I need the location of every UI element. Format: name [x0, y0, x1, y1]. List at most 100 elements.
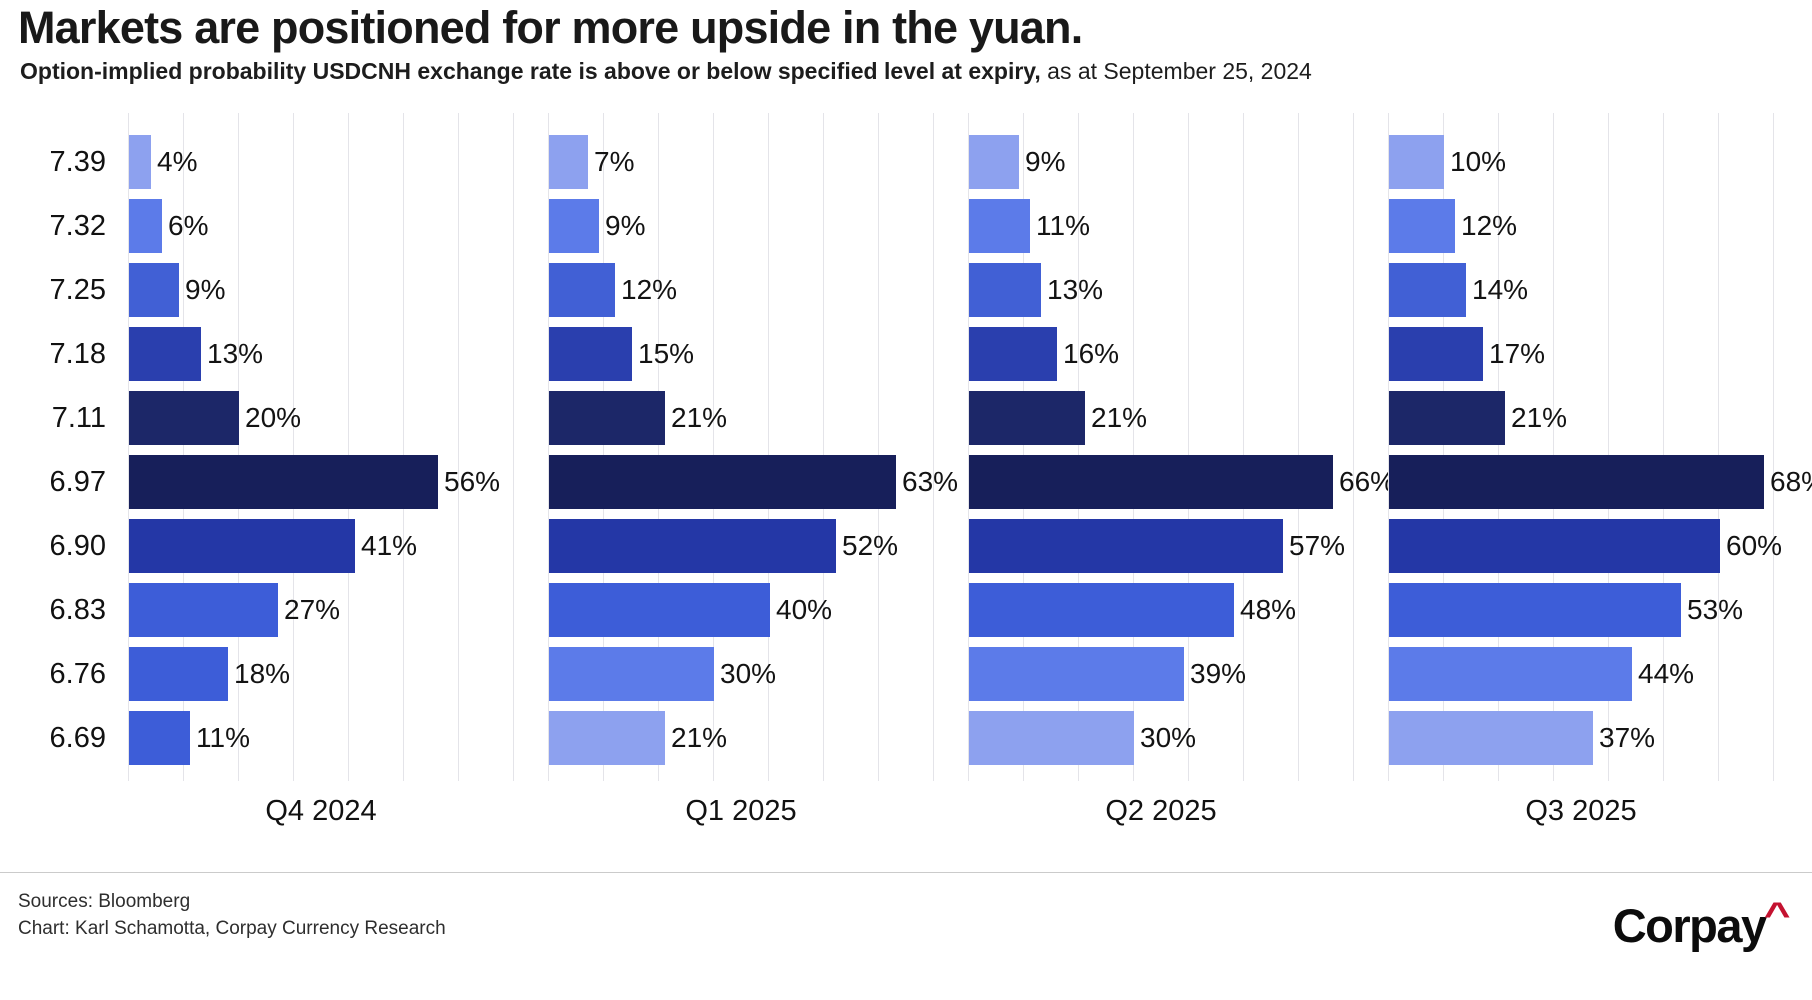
probability-bar [1389, 199, 1455, 253]
probability-bar [969, 711, 1134, 765]
bar-row: 60% [1389, 514, 1808, 578]
bar-row: 13% [969, 258, 1388, 322]
bar-row: 57% [969, 514, 1388, 578]
probability-bar [1389, 327, 1483, 381]
bar-row: 40% [549, 578, 968, 642]
bar-value-label: 10% [1450, 146, 1507, 177]
bar-row: 53% [1389, 578, 1808, 642]
chart-subtitle-main: Option-implied probability USDCNH exchan… [20, 58, 1041, 84]
bar-rows: 7% 9% 12% 15% 21% 63% 52% 40% 30% 21% [549, 130, 968, 770]
bar-value-label: 13% [207, 338, 264, 369]
quarter-panel: 9% 11% 13% 16% 21% 66% 57% 48% 39% 30% Q… [968, 113, 1395, 833]
bar-row: 4% [129, 130, 548, 194]
bar-value-label: 66% [1339, 466, 1396, 497]
bar-row: 10% [1389, 130, 1808, 194]
bar-value-label: 41% [361, 530, 418, 561]
rate-level-label: 7.18 [49, 337, 106, 370]
bar-value-label: 63% [902, 466, 959, 497]
probability-bar [129, 263, 179, 317]
chart-title: Markets are positioned for more upside i… [18, 2, 1083, 53]
bar-row: 17% [1389, 322, 1808, 386]
quarter-label: Q4 2024 [265, 795, 377, 827]
bar-value-label: 21% [1511, 402, 1568, 433]
footer-divider [0, 872, 1812, 873]
probability-bar [129, 327, 201, 381]
bar-row: 13% [129, 322, 548, 386]
bar-row: 18% [129, 642, 548, 706]
probability-bar [969, 647, 1184, 701]
bar-value-label: 11% [196, 722, 250, 753]
quarter-label: Q3 2025 [1525, 795, 1637, 827]
rate-level-label: 6.69 [49, 721, 106, 754]
bar-row: 37% [1389, 706, 1808, 770]
bar-row: 39% [969, 642, 1388, 706]
bar-value-label: 15% [638, 338, 695, 369]
bar-value-label: 13% [1047, 274, 1104, 305]
probability-bar [129, 199, 162, 253]
chart-subtitle-date: as at September 25, 2024 [1040, 58, 1312, 84]
bar-value-label: 12% [621, 274, 678, 305]
bar-row: 41% [129, 514, 548, 578]
rate-level-label: 7.11 [51, 401, 106, 434]
bar-row: 48% [969, 578, 1388, 642]
quarter-panel: 7% 9% 12% 15% 21% 63% 52% 40% 30% 21% Q1… [548, 113, 968, 833]
bar-value-label: 40% [776, 594, 833, 625]
bar-row: 15% [549, 322, 968, 386]
rate-level-label: 7.32 [49, 209, 106, 242]
probability-bar [129, 135, 151, 189]
bar-value-label: 6% [168, 210, 209, 241]
probability-bar [549, 519, 836, 573]
bar-value-label: 9% [1025, 146, 1066, 177]
probability-bar [969, 135, 1019, 189]
probability-bar [969, 519, 1283, 573]
bar-value-label: 21% [671, 722, 728, 753]
bar-row: 56% [129, 450, 548, 514]
bar-row: 20% [129, 386, 548, 450]
bar-value-label: 37% [1599, 722, 1656, 753]
bar-value-label: 60% [1726, 530, 1783, 561]
bar-row: 7% [549, 130, 968, 194]
bar-row: 21% [549, 706, 968, 770]
probability-bar [549, 135, 588, 189]
bar-row: 44% [1389, 642, 1808, 706]
quarter-panel: 10% 12% 14% 17% 21% 68% 60% 53% 44% 37% … [1388, 113, 1812, 833]
bar-value-label: 12% [1461, 210, 1518, 241]
probability-bar [1389, 455, 1764, 509]
bar-row: 9% [129, 258, 548, 322]
bar-value-label: 39% [1190, 658, 1247, 689]
bar-value-label: 7% [594, 146, 635, 177]
bar-value-label: 30% [720, 658, 777, 689]
probability-bar [129, 711, 190, 765]
bar-row: 21% [549, 386, 968, 450]
bar-chart: 7.39 7.32 7.25 7.18 7.11 6.97 6.90 6.83 6.76 6.69… [0, 113, 1812, 833]
probability-bar [129, 583, 278, 637]
probability-bar [549, 327, 632, 381]
bar-row: 6% [129, 194, 548, 258]
bar-value-label: 53% [1687, 594, 1744, 625]
rate-level-label: 6.97 [49, 465, 106, 498]
bar-row: 11% [969, 194, 1388, 258]
bar-row: 9% [549, 194, 968, 258]
corpay-logo: Corpay^ [1613, 896, 1791, 953]
bar-row: 68% [1389, 450, 1812, 514]
probability-bar [129, 391, 239, 445]
bar-row: 27% [129, 578, 548, 642]
bar-row: 30% [969, 706, 1388, 770]
bar-value-label: 14% [1472, 274, 1529, 305]
footer-credits: Sources: Bloomberg Chart: Karl Schamotta… [18, 888, 446, 942]
bar-rows: 9% 11% 13% 16% 21% 66% 57% 48% 39% 30% [969, 130, 1395, 770]
probability-bar [129, 647, 228, 701]
bar-value-label: 44% [1638, 658, 1695, 689]
bar-value-label: 56% [444, 466, 501, 497]
probability-bar [969, 327, 1057, 381]
bar-value-label: 9% [185, 274, 226, 305]
probability-bar [549, 711, 665, 765]
corpay-logo-caret-icon: ^ [1763, 896, 1790, 934]
rate-level-axis: 7.39 7.32 7.25 7.18 7.11 6.97 6.90 6.83 6.76 6.69 [0, 130, 106, 770]
bar-value-label: 21% [671, 402, 728, 433]
probability-bar [969, 583, 1234, 637]
bar-value-label: 9% [605, 210, 646, 241]
quarter-panel: 4% 6% 9% 13% 20% 56% 41% 27% 18% 11% Q4 … [128, 113, 548, 833]
probability-bar [969, 199, 1030, 253]
probability-bar [1389, 647, 1632, 701]
